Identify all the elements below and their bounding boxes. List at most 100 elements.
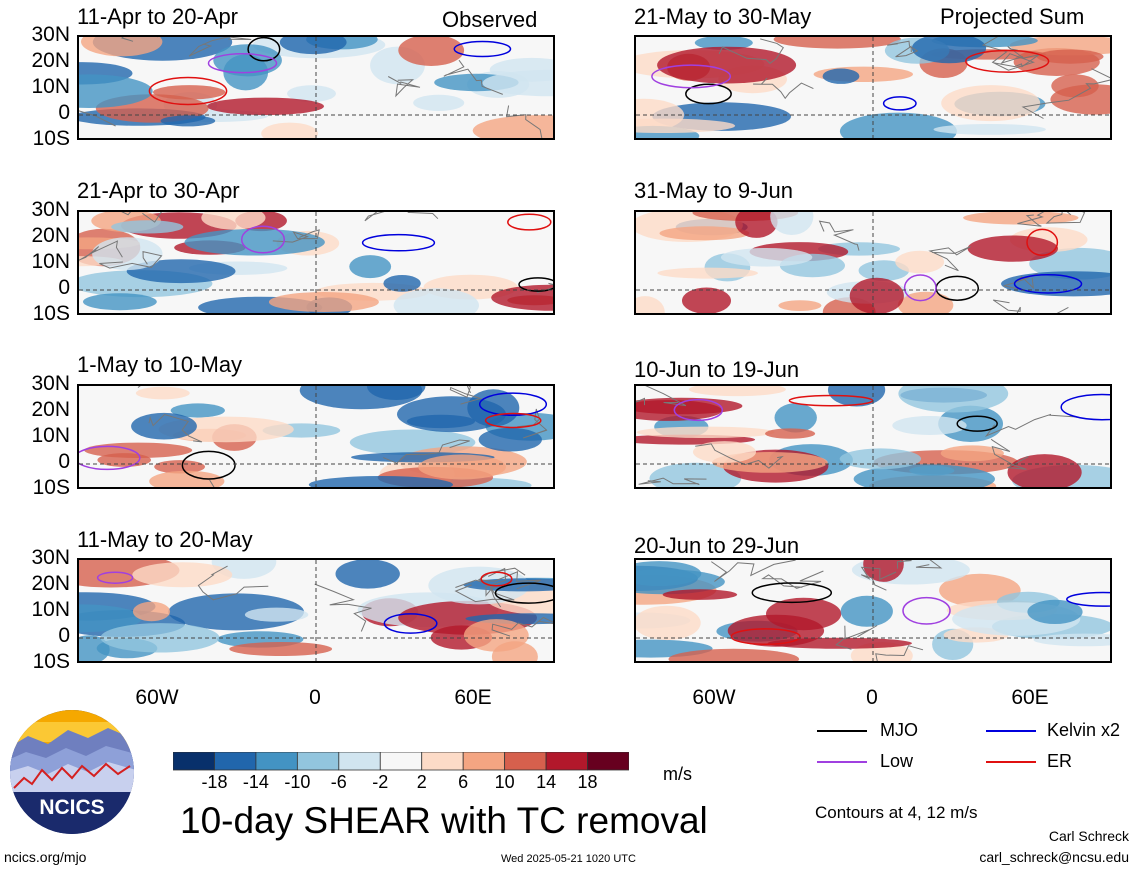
shear-anomaly (81, 37, 163, 57)
coastline (875, 645, 924, 661)
shear-anomaly (767, 637, 912, 649)
contour-loop (882, 96, 917, 111)
lat-label: 0 (58, 101, 70, 124)
shear-anomaly (1027, 599, 1083, 624)
lat-label: 30N (31, 23, 70, 46)
panel-title: 10-Jun to 19-Jun (634, 357, 800, 382)
shear-anomaly (839, 112, 957, 138)
coastline (121, 37, 158, 42)
coastline (454, 584, 515, 608)
shear-anomaly (100, 623, 220, 653)
lat-label: 0 (58, 450, 70, 473)
lat-label: 30N (31, 372, 70, 395)
colorbar-swatch (545, 751, 588, 771)
shear-anomaly (1033, 633, 1110, 647)
shear-anomaly (897, 291, 954, 313)
shear-anomaly (963, 212, 1079, 225)
legend-item-mjo (817, 721, 867, 746)
map-panel-projected-2 (634, 210, 1112, 315)
shear-anomaly (636, 561, 702, 587)
shear-anomaly (636, 426, 775, 438)
colorbar-tick-label: -14 (242, 772, 269, 792)
coastline (517, 408, 548, 439)
colorbar-tick-label: 14 (536, 772, 557, 792)
coastline (636, 397, 645, 406)
lat-label: 10N (31, 424, 70, 447)
coastline (449, 386, 483, 405)
shear-anomaly (773, 37, 901, 49)
coastline (443, 59, 503, 95)
colorbar-tick-label: 2 (416, 772, 427, 792)
panel-title: 1-May to 10-May (77, 352, 243, 377)
shear-anomaly (261, 122, 318, 138)
shear-anomaly (229, 642, 333, 656)
colorbar-tick-label: 18 (577, 772, 598, 792)
contour-loop (956, 415, 998, 432)
map-panel-observed-3 (77, 384, 555, 489)
map-panel-observed-2 (77, 210, 555, 315)
coastline (711, 560, 796, 582)
coastline (1021, 68, 1110, 119)
shear-anomaly (491, 641, 538, 661)
map-panel-observed-1 (77, 35, 555, 140)
footer-timestamp: Wed 2025-05-21 1020 UTC (501, 853, 636, 865)
main-title: 10-day SHEAR with TC removal (180, 800, 708, 841)
contour-loop (1013, 274, 1083, 294)
colorbar-tick-label: 10 (494, 772, 515, 792)
shear-anomaly (160, 115, 216, 127)
coastline (272, 229, 320, 243)
colorbar-tick-label: -10 (284, 772, 311, 792)
contour-loop (903, 274, 937, 302)
map-panel-projected-4 (634, 558, 1112, 663)
coastline (818, 220, 860, 251)
projected-label: Projected Sum (940, 4, 1085, 29)
footer-email[interactable]: carl_schreck@ncsu.edu (979, 849, 1129, 865)
shear-anomaly (213, 44, 282, 77)
contour-loop (240, 225, 286, 254)
legend-label-er: ER (1047, 751, 1073, 771)
lat-label: 0 (58, 624, 70, 647)
lon-label: 60W (135, 686, 179, 709)
coastline (638, 477, 707, 486)
shear-anomaly (201, 212, 266, 230)
shear-field (636, 212, 1110, 313)
panel-title: 21-May to 30-May (634, 4, 812, 29)
shear-anomaly (1007, 454, 1082, 487)
legend-item-er (986, 752, 1036, 777)
contour-loop (935, 275, 980, 301)
shear-anomaly (822, 68, 860, 84)
coastline (491, 616, 553, 637)
contour-loop (96, 571, 134, 584)
colorbar-swatch (255, 751, 298, 771)
colorbar-tick-label: -18 (201, 772, 228, 792)
shear-anomaly (79, 74, 153, 108)
contour-loop (1060, 393, 1110, 421)
footer-url[interactable]: ncics.org/mjo (4, 849, 87, 865)
contour-loop (730, 628, 801, 646)
shear-anomaly (853, 464, 995, 487)
contour-loop (181, 450, 236, 480)
shear-anomaly (657, 267, 758, 279)
shear-anomaly (393, 288, 479, 313)
coastline (753, 77, 814, 100)
shear-anomaly (132, 562, 233, 588)
colorbar-unit: m/s (663, 764, 692, 784)
shear-anomaly (287, 85, 336, 102)
map-panel-observed-4 (77, 558, 555, 663)
colorbar-swatch (379, 751, 423, 771)
lat-label: 10N (31, 75, 70, 98)
coastline (992, 299, 1069, 313)
coastline (79, 110, 116, 127)
shear-anomaly (308, 476, 453, 487)
coastline (314, 583, 372, 632)
coastline (981, 37, 1035, 71)
shear-anomaly (840, 595, 893, 627)
lat-label: 30N (31, 546, 70, 569)
shear-field (79, 386, 553, 487)
shear-anomaly (898, 386, 1009, 413)
contour-loop (751, 582, 833, 604)
coastline (148, 413, 203, 443)
legend-label-mjo: MJO (880, 720, 918, 740)
shear-anomaly (111, 220, 184, 234)
colorbar-swatch (338, 751, 381, 771)
